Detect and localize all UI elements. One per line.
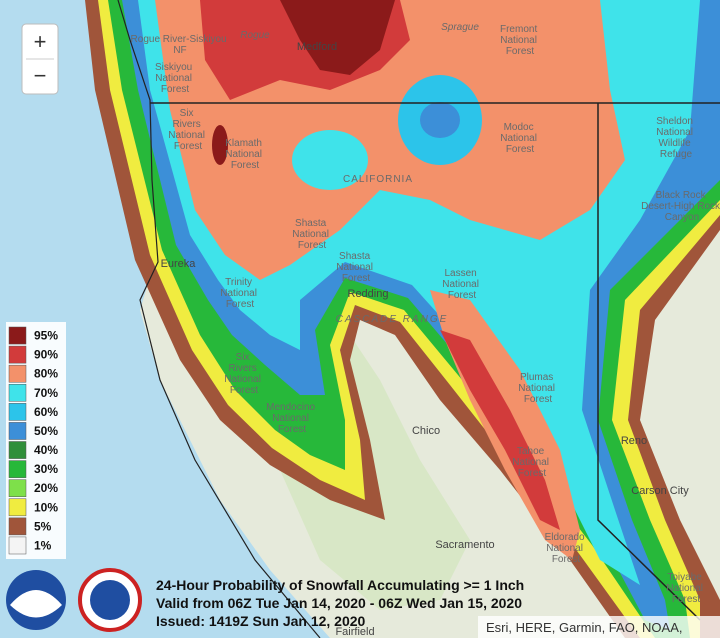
legend-swatch [8,345,27,364]
map-label: Rogue [240,30,270,41]
logos [6,568,142,632]
nws-inner [90,580,130,620]
attribution: Esri, HERE, Garmin, FAO, NOAA, [486,620,682,635]
map-label: Six Rivers National Forest [168,108,207,152]
caption: 24-Hour Probability of Snowfall Accumula… [156,577,524,593]
map-label: Shasta National Forest [336,251,375,284]
map-label: Rogue River-Siskiyou NF [131,34,230,56]
map-label: Toiyabe National Forest [666,572,705,605]
legend-swatch [8,441,27,459]
map-label: Six Rivers National Forest [224,352,263,396]
map-label: Chico [412,425,440,437]
map-label: CASCADE RANGE [336,314,449,325]
caption: Issued: 1419Z Sun Jan 12, 2020 [156,613,366,629]
band-50-blob [420,102,460,138]
map-label: Shasta National Forest [292,218,331,251]
map-label: CALIFORNIA [343,174,413,185]
map-label: Eldorado National Forest [545,532,588,565]
legend-label: 60% [34,405,58,419]
legend: 95% 90% 80% 70% 60% 50% 40% 30% 20% 10% 5% 1% [6,322,66,559]
legend-label: 10% [34,500,58,514]
map-label: Medford [297,41,337,53]
legend-label: 30% [34,462,58,476]
map-label: Mendocino National Forest [266,402,318,435]
noaa-wave [10,590,62,618]
state-border [597,103,701,621]
legend-swatch [8,422,27,440]
legend-swatch [8,364,27,383]
legend-label: 20% [34,481,58,495]
legend-label: 95% [34,329,58,343]
map-label: Sprague [441,22,479,33]
map-label: Tahoe National Forest [512,446,551,479]
map-label: Lassen National Forest [442,268,481,301]
legend-swatch [8,517,27,536]
legend-swatch [8,326,27,345]
legend-label: 50% [34,424,58,438]
map-label: Reno [621,435,647,447]
band-90-south [440,330,560,530]
band-70-blob [292,130,368,190]
legend-label: 1% [34,538,52,552]
zoom-in[interactable]: + [34,29,47,54]
legend-swatch [8,536,27,555]
map-label: Modoc National Forest [500,122,539,155]
map-label: Black Rock Desert-High Rock Canyon [641,190,720,223]
coastline [117,0,321,638]
map-label: Siskiyou National Forest [155,62,195,95]
zoom-control: + − [21,23,59,95]
map-label: Sheldon National Wildlife Refuge [656,116,695,160]
map-label: Redding [348,288,389,300]
attribution-bg [478,616,720,638]
legend-label: 80% [34,367,58,381]
map-label: Carson City [631,485,689,497]
caption: Valid from 06Z Tue Jan 14, 2020 - 06Z We… [156,595,522,611]
band-95-blob [212,125,228,165]
map-label: Trinity National Forest [220,277,259,310]
legend-label: 90% [34,348,58,362]
map-label: Sacramento [435,539,494,551]
zoom-out[interactable]: − [34,63,47,88]
legend-swatch [8,498,27,517]
legend-label: 70% [34,386,58,400]
legend-swatch [8,403,27,421]
map-label: Fremont National Forest [500,24,540,57]
legend-swatch [8,384,27,402]
legend-swatch [8,460,27,478]
legend-label: 5% [34,519,52,533]
legend-label: 40% [34,443,58,457]
map-label: Eureka [161,258,197,270]
legend-swatch [8,479,27,497]
map-label: Plumas National Forest [518,372,557,405]
band-95 [280,0,395,75]
map-label: Fairfield [335,626,374,638]
map-label: Klamath National Forest [225,138,264,171]
